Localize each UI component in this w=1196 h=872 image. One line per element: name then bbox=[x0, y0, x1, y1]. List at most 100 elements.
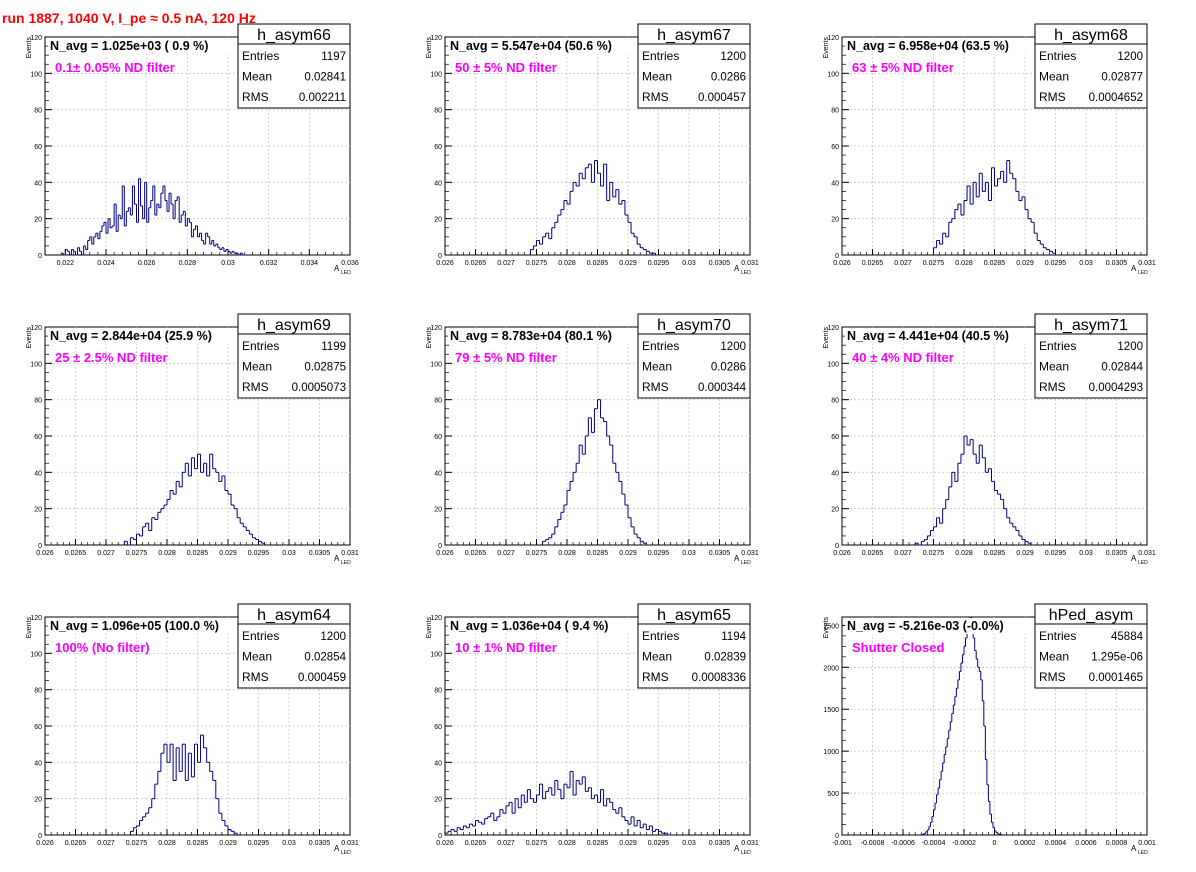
histogram-name: h_asym67 bbox=[657, 27, 731, 44]
y-tick-label: 80 bbox=[34, 108, 42, 115]
y-tick-label: 100 bbox=[430, 71, 442, 78]
histogram-panel-h_asym65: 0.026 0.0265 0.027 0.0275 0.028 0.0285 0.029 0.… bbox=[426, 603, 759, 856]
x-tick-label: 0.03 bbox=[282, 550, 296, 557]
x-tick-label: -0.001 bbox=[832, 840, 852, 847]
navg-label: N_avg = -5.216e-03 (-0.0%) bbox=[847, 619, 1004, 633]
y-tick-label: 60 bbox=[34, 724, 42, 731]
x-tick-label: 0.0008 bbox=[1106, 840, 1128, 847]
stats-box: h_asym71 Entries 1200 Mean 0.02844 RMS 0.00042… bbox=[1034, 313, 1148, 399]
stat-value: 0.02844 bbox=[1101, 362, 1143, 374]
y-tick-label: 2500 bbox=[823, 623, 839, 630]
stats-box: h_asym69 Entries 1199 Mean 0.02875 RMS 0.00050… bbox=[237, 313, 351, 399]
histogram-name: h_asym64 bbox=[257, 607, 331, 624]
histogram-panel-h_asym70: 0.026 0.0265 0.027 0.0275 0.028 0.0285 0.029 0.… bbox=[426, 313, 759, 566]
x-tick-label: 0.0275 bbox=[526, 840, 548, 847]
stat-value: 0.0005073 bbox=[292, 382, 346, 394]
stat-label: Entries bbox=[242, 629, 279, 643]
navg-background bbox=[448, 38, 646, 54]
x-tick-label: 0.022 bbox=[57, 260, 75, 267]
x-tick-label: 0.0275 bbox=[526, 550, 548, 557]
stat-value: 1200 bbox=[1117, 341, 1143, 353]
x-tick-label: 0.0265 bbox=[465, 260, 487, 267]
x-tick-label: 0.027 bbox=[894, 550, 912, 557]
y-tick-label: 0 bbox=[835, 253, 839, 260]
x-tick-label: 0.03 bbox=[682, 260, 696, 267]
y-tick-label: 60 bbox=[831, 434, 839, 441]
x-tick-label: 0.031 bbox=[1138, 550, 1156, 557]
x-tick-label: 0.0265 bbox=[862, 260, 884, 267]
x-tick-label: 0.031 bbox=[741, 260, 759, 267]
histogram-name: h_asym65 bbox=[657, 607, 731, 624]
stat-value: 0.000457 bbox=[698, 92, 746, 104]
y-tick-label: 40 bbox=[434, 180, 442, 187]
y-tick-label: 60 bbox=[34, 144, 42, 151]
y-tick-label: 40 bbox=[434, 760, 442, 767]
stat-label: RMS bbox=[642, 670, 669, 684]
y-tick-label: 120 bbox=[430, 35, 442, 42]
x-axis-title: A bbox=[734, 844, 740, 853]
stat-value: 0.0004652 bbox=[1089, 92, 1143, 104]
navg-label: N_avg = 5.547e+04 (50.6 %) bbox=[450, 39, 612, 53]
stat-value: 1200 bbox=[720, 51, 746, 63]
y-tick-label: 40 bbox=[831, 470, 839, 477]
x-tick-label: 0.0305 bbox=[709, 840, 731, 847]
navg-background bbox=[845, 38, 1043, 54]
stats-box: h_asym68 Entries 1200 Mean 0.02877 RMS 0.00046… bbox=[1034, 23, 1148, 109]
x-tick-label: 0.028 bbox=[558, 260, 576, 267]
stats-box: h_asym66 Entries 1197 Mean 0.02841 RMS 0.00221… bbox=[237, 23, 351, 109]
stats-box-frame bbox=[637, 23, 751, 109]
y-tick-label: 40 bbox=[434, 470, 442, 477]
y-tick-label: 20 bbox=[34, 507, 42, 514]
y-tick-label: 0 bbox=[835, 833, 839, 840]
navg-background bbox=[845, 328, 1043, 344]
run-title: run 1887, 1040 V, I_pe ≈ 0.5 nA, 120 Hz bbox=[2, 10, 256, 26]
x-tick-label: 0.029 bbox=[1016, 260, 1034, 267]
x-tick-label: 0.024 bbox=[97, 260, 115, 267]
x-tick-label: 0.026 bbox=[436, 840, 454, 847]
y-axis-title: Events bbox=[26, 37, 33, 59]
y-tick-label: 120 bbox=[827, 325, 839, 332]
histogram-name: h_asym69 bbox=[257, 317, 331, 334]
navg-background bbox=[845, 618, 1043, 634]
filter-annotation: 10 ± 1% ND filter bbox=[455, 640, 557, 655]
histogram-name: hPed_asym bbox=[1049, 607, 1134, 624]
stat-label: Entries bbox=[1039, 49, 1076, 63]
y-tick-label: 80 bbox=[434, 688, 442, 695]
x-tick-label: 0.029 bbox=[219, 550, 237, 557]
stat-value: 0.02875 bbox=[304, 362, 346, 374]
x-tick-label: 0.029 bbox=[1016, 550, 1034, 557]
x-tick-label: 0.0265 bbox=[65, 550, 87, 557]
histogram-bins bbox=[933, 160, 1059, 256]
stats-box: h_asym65 Entries 1194 Mean 0.02839 RMS 0.00083… bbox=[637, 603, 751, 689]
x-tick-label: 0.0285 bbox=[984, 550, 1006, 557]
y-tick-label: 20 bbox=[434, 507, 442, 514]
x-axis-title: A bbox=[334, 844, 340, 853]
x-axis-title: A bbox=[1131, 264, 1137, 273]
x-tick-label: 0.027 bbox=[97, 550, 115, 557]
stat-value: 0.0286 bbox=[711, 72, 746, 84]
stat-label: Mean bbox=[1039, 650, 1069, 664]
navg-label: N_avg = 4.441e+04 (40.5 %) bbox=[847, 329, 1009, 343]
stat-label: RMS bbox=[242, 380, 269, 394]
histogram-name: h_asym71 bbox=[1054, 317, 1128, 334]
x-tick-label: 0.028 bbox=[955, 260, 973, 267]
x-axis-title-subscript: LED bbox=[341, 560, 351, 566]
x-axis-title: A bbox=[334, 554, 340, 563]
x-tick-label: 0.0285 bbox=[984, 260, 1006, 267]
stat-label: Mean bbox=[642, 70, 672, 84]
x-tick-label: 0 bbox=[993, 840, 997, 847]
stat-value: 0.002211 bbox=[299, 92, 346, 104]
x-tick-label: 0.0285 bbox=[587, 550, 609, 557]
y-tick-label: 80 bbox=[831, 398, 839, 405]
x-tick-label: 0.0275 bbox=[923, 260, 945, 267]
x-tick-label: 0.027 bbox=[894, 260, 912, 267]
x-axis-title-subscript: LED bbox=[1138, 850, 1148, 856]
x-axis-title: A bbox=[334, 264, 340, 273]
stat-label: RMS bbox=[1039, 90, 1066, 104]
y-tick-label: 100 bbox=[827, 361, 839, 368]
y-tick-label: 80 bbox=[434, 398, 442, 405]
y-tick-label: 40 bbox=[831, 180, 839, 187]
x-tick-label: 0.0285 bbox=[587, 840, 609, 847]
x-tick-label: 0.026 bbox=[833, 550, 851, 557]
x-tick-label: 0.026 bbox=[436, 550, 454, 557]
